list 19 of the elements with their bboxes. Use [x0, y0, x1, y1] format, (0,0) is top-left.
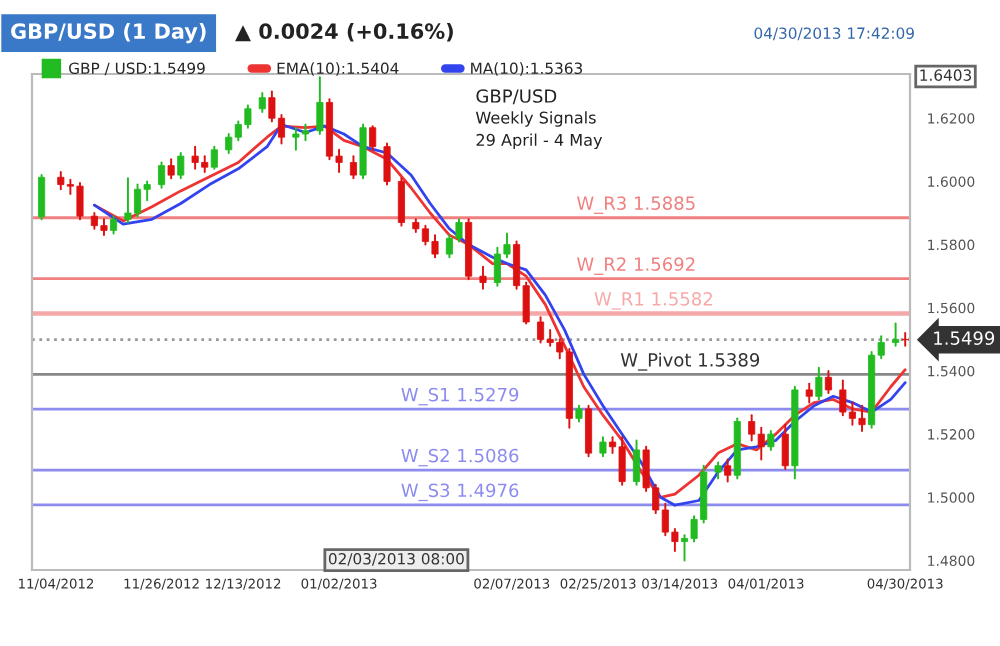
ref-line-label: W_R2 1.5692: [576, 257, 695, 275]
text: ▲ 0.0024 (+0.16%): [235, 22, 453, 42]
chart-title: GBP/USD (1 Day): [11, 22, 206, 44]
candlestick: [714, 461, 722, 480]
ref-line-label: W_R3 1.5885: [576, 196, 695, 214]
ref-line-label: W_S2 1.5086: [401, 448, 519, 467]
candlestick: [575, 404, 583, 423]
candlestick: [167, 158, 175, 180]
annotation: 29 April - 4 May: [476, 133, 603, 150]
ref-line-label: W_Pivot 1.5389: [620, 352, 760, 371]
ref-line-label: 1.5499: [934, 331, 995, 345]
annotation: Weekly Signals: [475, 111, 596, 127]
candlestick: [599, 436, 607, 458]
annotation: GBP/USD: [476, 89, 557, 105]
ref-line-label: W_R1 1.5582: [594, 292, 712, 310]
candlestick: [177, 152, 185, 180]
ref-line-label: W_S1 1.5279: [401, 387, 519, 406]
candlestick: [805, 382, 813, 404]
ref-line-label: W_S3 1.4976: [401, 483, 519, 502]
